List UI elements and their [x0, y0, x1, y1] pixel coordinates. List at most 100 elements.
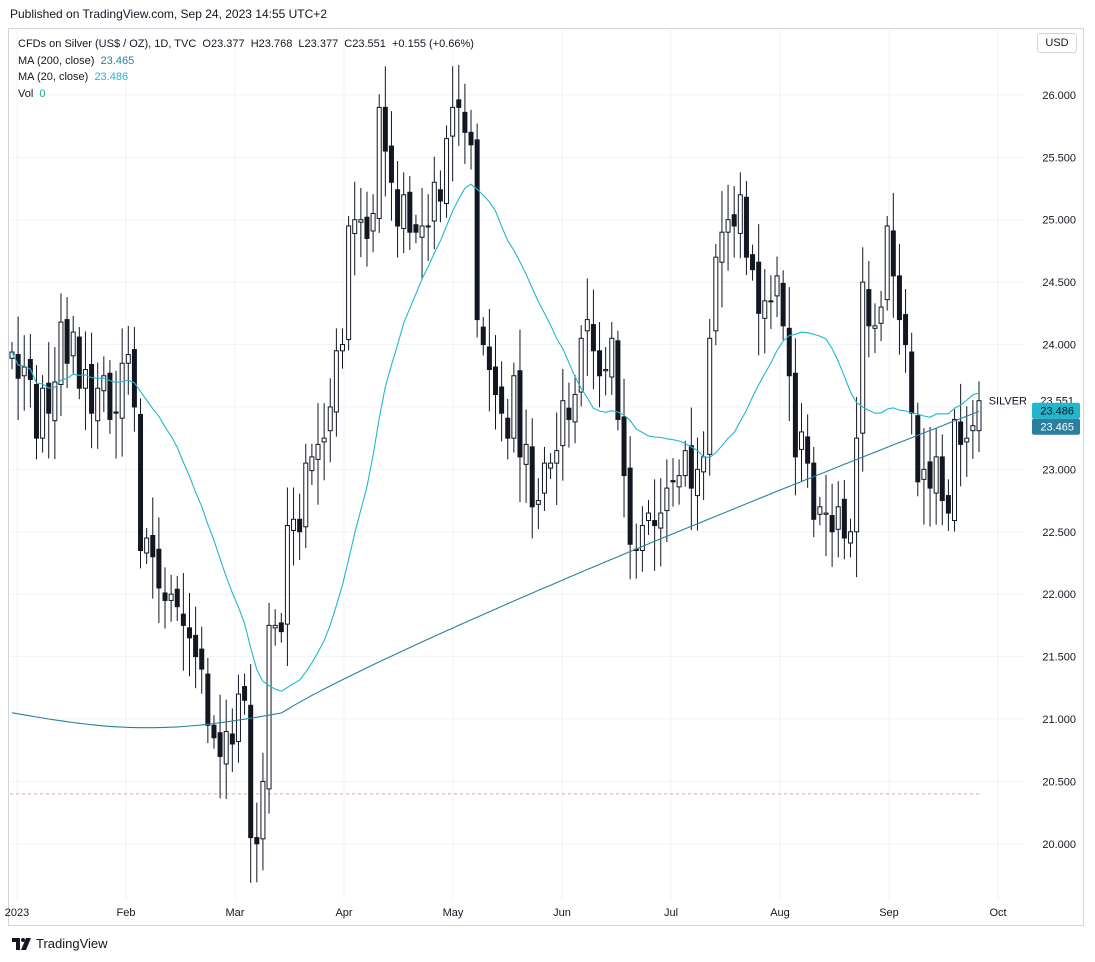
candle[interactable] [174, 576, 180, 622]
candle[interactable] [309, 443, 315, 486]
candle[interactable] [701, 431, 707, 501]
tradingview-brand[interactable]: TradingView [12, 936, 108, 951]
candle[interactable] [572, 375, 578, 444]
candle[interactable] [621, 378, 627, 518]
candle[interactable] [444, 125, 450, 218]
candle[interactable] [952, 409, 958, 532]
candle[interactable] [615, 330, 621, 431]
candle[interactable] [21, 335, 27, 411]
candle[interactable] [89, 332, 95, 449]
candle[interactable] [144, 528, 150, 564]
candle[interactable] [841, 479, 847, 560]
candle[interactable] [511, 362, 517, 453]
candle[interactable] [333, 328, 339, 437]
legend-ma200-row[interactable]: MA (200, close) 23.465 [18, 53, 474, 70]
candle[interactable] [15, 316, 21, 421]
candle[interactable] [229, 708, 235, 773]
candle[interactable] [266, 602, 272, 814]
candle[interactable] [168, 574, 174, 622]
candle[interactable] [46, 342, 52, 459]
candle[interactable] [560, 368, 566, 481]
candle[interactable] [450, 66, 456, 182]
candle[interactable] [407, 176, 413, 251]
candle[interactable] [272, 609, 278, 646]
candle[interactable] [419, 187, 425, 280]
candle[interactable] [970, 400, 976, 459]
candle[interactable] [425, 194, 431, 261]
candle[interactable] [835, 481, 841, 558]
candle[interactable] [688, 407, 694, 530]
candle[interactable] [817, 496, 823, 526]
candle[interactable] [119, 328, 125, 457]
candle[interactable] [278, 612, 284, 643]
candle[interactable] [211, 715, 217, 749]
candle[interactable] [138, 398, 144, 569]
candle[interactable] [646, 499, 652, 535]
candle[interactable] [664, 459, 670, 543]
candle[interactable] [193, 606, 199, 689]
candle[interactable] [676, 459, 682, 505]
candle[interactable] [774, 256, 780, 318]
candle[interactable] [915, 402, 921, 497]
candle[interactable] [346, 215, 352, 351]
candle[interactable] [811, 446, 817, 538]
candle[interactable] [921, 428, 927, 525]
candle[interactable] [480, 317, 486, 356]
candle[interactable] [847, 518, 853, 558]
candle[interactable] [762, 269, 768, 354]
candle[interactable] [872, 303, 878, 354]
candle[interactable] [101, 356, 107, 413]
candle[interactable] [52, 347, 58, 460]
candle[interactable] [523, 409, 529, 503]
candle[interactable] [260, 752, 266, 871]
candle[interactable] [603, 347, 609, 396]
candle[interactable] [113, 370, 119, 459]
candle[interactable] [339, 328, 345, 369]
candle[interactable] [474, 123, 480, 338]
candle[interactable] [713, 244, 719, 346]
candle[interactable] [125, 325, 131, 395]
candle[interactable] [854, 396, 860, 578]
candle[interactable] [162, 567, 168, 629]
candle[interactable] [486, 308, 492, 412]
legend-ma20-row[interactable]: MA (20, close) 23.486 [18, 69, 474, 86]
candle[interactable] [694, 437, 700, 531]
candle[interactable] [535, 478, 541, 530]
candle[interactable] [254, 802, 260, 883]
candle[interactable] [303, 443, 309, 549]
candle[interactable] [884, 215, 890, 311]
candle[interactable] [315, 403, 321, 505]
candle[interactable] [639, 506, 645, 572]
candle[interactable] [548, 453, 554, 480]
candle[interactable] [370, 194, 376, 253]
candle[interactable] [743, 181, 749, 276]
candle[interactable] [866, 260, 872, 358]
candle[interactable] [499, 361, 505, 442]
candle[interactable] [82, 331, 88, 431]
candle[interactable] [364, 191, 370, 267]
candle[interactable] [860, 247, 866, 472]
candle[interactable] [40, 375, 46, 453]
candle[interactable] [70, 315, 76, 374]
candle[interactable] [829, 483, 835, 567]
candle[interactable] [584, 278, 590, 377]
currency-button[interactable]: USD [1037, 33, 1077, 53]
candle[interactable] [468, 109, 474, 170]
candle[interactable] [358, 187, 364, 258]
candle[interactable] [493, 335, 498, 430]
candle[interactable] [597, 322, 603, 408]
candle[interactable] [388, 111, 394, 221]
candle[interactable] [737, 172, 743, 259]
candle[interactable] [401, 172, 407, 254]
candle[interactable] [768, 275, 774, 330]
candle[interactable] [896, 244, 902, 355]
candle[interactable] [627, 436, 633, 580]
candle[interactable] [731, 186, 737, 258]
candle[interactable] [756, 224, 762, 356]
candle[interactable] [291, 487, 297, 566]
candle[interactable] [682, 440, 688, 487]
candle[interactable] [395, 161, 401, 258]
candle[interactable] [413, 214, 419, 244]
candle[interactable] [462, 83, 468, 164]
